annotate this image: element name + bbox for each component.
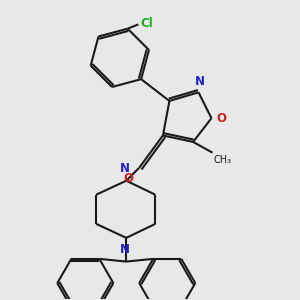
Text: N: N — [120, 162, 130, 175]
Text: N: N — [195, 75, 205, 88]
Text: O: O — [124, 172, 134, 185]
Text: Cl: Cl — [141, 17, 153, 30]
Text: N: N — [120, 243, 130, 256]
Text: CH₃: CH₃ — [214, 155, 232, 165]
Text: O: O — [217, 112, 227, 125]
